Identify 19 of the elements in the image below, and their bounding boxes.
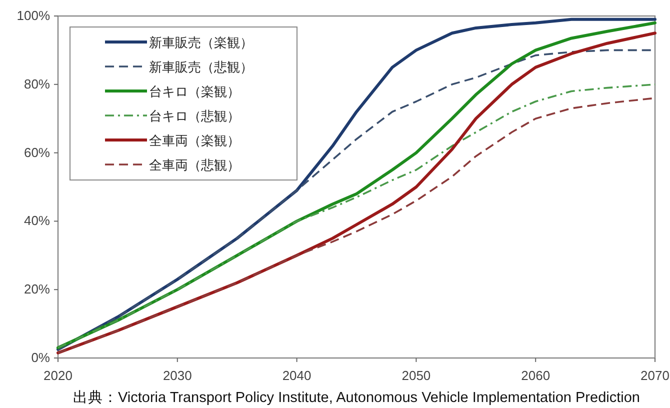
x-tick-label: 2020 bbox=[44, 368, 72, 383]
x-tick-label: 2030 bbox=[162, 368, 192, 383]
x-tick-label: 2050 bbox=[402, 368, 431, 383]
y-tick-label: 60% bbox=[24, 144, 50, 160]
legend-label: 台キロ（楽観） bbox=[149, 84, 240, 99]
y-tick-label: 0% bbox=[31, 350, 50, 365]
x-tick-label: 2040 bbox=[282, 368, 312, 383]
y-tick-label: 100% bbox=[16, 8, 50, 23]
legend-label: 全車両（悲観） bbox=[149, 158, 240, 172]
x-tick-label: 2060 bbox=[521, 368, 550, 383]
legend-label: 新車販売（悲観） bbox=[149, 60, 253, 74]
legend-label: 新車販売（楽観） bbox=[149, 35, 253, 50]
y-tick-label: 20% bbox=[24, 282, 50, 297]
source-note: 出典：Victoria Transport Policy Institute, Autonomous Vehicle Implementation Prediction bbox=[72, 389, 640, 406]
x-tick-label: 2070 bbox=[640, 368, 670, 383]
legend-label: 全車両（楽観） bbox=[149, 133, 240, 148]
y-tick-label: 40% bbox=[24, 213, 50, 228]
y-tick-label: 80% bbox=[24, 76, 50, 92]
legend-label: 台キロ（悲観） bbox=[149, 108, 240, 124]
